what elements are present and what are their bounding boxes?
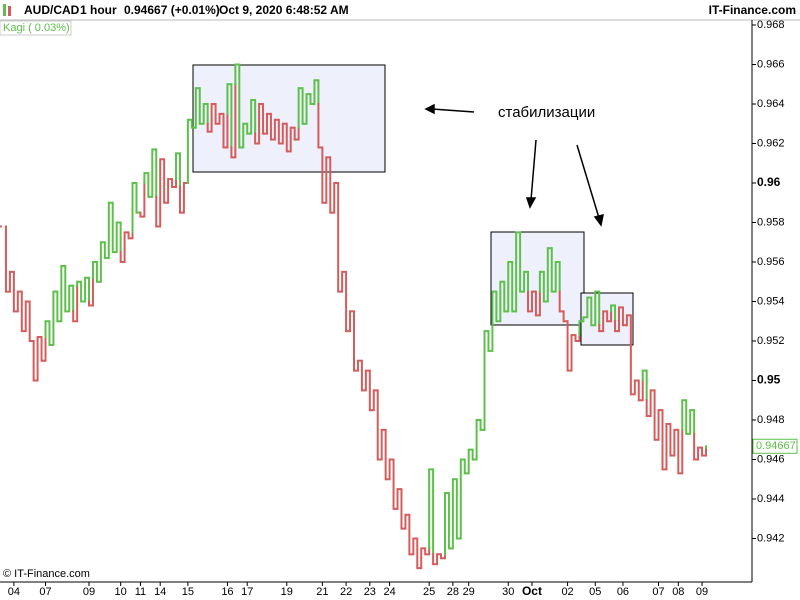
kagi-line [0, 63, 707, 570]
x-tick-label: 24 [383, 586, 395, 598]
x-tick-label: 17 [241, 586, 253, 598]
arrow [576, 144, 600, 219]
x-tick-label: Oct [522, 584, 542, 598]
y-tick-label: 0.964 [757, 98, 785, 110]
y-tick-label: 0.968 [757, 19, 785, 31]
interval: 1 hour [80, 3, 117, 17]
arrow [431, 108, 475, 113]
y-tick-label: 0.946 [757, 453, 785, 465]
arrow-head [424, 103, 435, 115]
x-tick-label: 08 [672, 586, 684, 598]
y-tick-label: 0.952 [757, 335, 785, 347]
y-tick-label: 0.944 [757, 493, 785, 505]
x-tick-label: 22 [340, 586, 352, 598]
x-tick-label: 16 [221, 586, 233, 598]
x-tick-label: 19 [281, 586, 293, 598]
y-tick-label: 0.956 [757, 256, 785, 268]
x-tick-label: 09 [696, 586, 708, 598]
highlight-box [192, 64, 386, 173]
x-tick-label: 30 [502, 586, 514, 598]
arrows [424, 103, 604, 227]
x-tick-label: 29 [463, 586, 475, 598]
x-tick-label: 06 [617, 586, 629, 598]
y-tick-label: 0.96 [757, 175, 781, 189]
x-tick-label: 25 [423, 586, 435, 598]
indicator-box [0, 20, 72, 36]
x-tick-label: 15 [182, 586, 194, 598]
logo-bar [8, 6, 11, 16]
annotation: стабилизации [498, 104, 595, 121]
x-tick-label: 04 [8, 586, 20, 598]
y-tick-label: 0.954 [757, 295, 785, 307]
x-tick-label: 21 [316, 586, 328, 598]
arrow-head [593, 213, 604, 227]
arrow-head [525, 197, 537, 209]
y-tick-label: 0.958 [757, 216, 785, 228]
x-tick-label: 07 [652, 586, 664, 598]
highlight-box [490, 231, 585, 326]
symbol: AUD/CAD [24, 3, 80, 17]
y-tick-label: 0.962 [757, 137, 785, 149]
logo-bar [3, 4, 6, 16]
x-tick-label: 07 [39, 586, 51, 598]
x-tick-label: 02 [561, 586, 573, 598]
last-price-label: 0.94667 [756, 440, 796, 452]
copyright: © IT-Finance.com [3, 568, 90, 580]
y-tick-label: 0.942 [757, 532, 785, 544]
x-tick-label: 05 [589, 586, 601, 598]
x-tick-label: 23 [364, 586, 376, 598]
x-tick-label: 11 [135, 586, 146, 598]
last-price-box [752, 438, 798, 454]
brand: IT-Finance.com [709, 3, 796, 17]
y-tick-label: 0.95 [757, 373, 781, 387]
arrow [530, 139, 537, 201]
datetime: Oct 9, 2020 6:48:52 AM [219, 3, 349, 17]
x-tick-label: 09 [83, 586, 95, 598]
x-tick-label: 10 [115, 586, 127, 598]
indicator-label: Kagi ( 0.03%) [3, 22, 70, 34]
x-tick-label: 14 [154, 586, 166, 598]
y-tick-label: 0.948 [757, 414, 785, 426]
quote: 0.94667 (+0.01%) [124, 3, 220, 17]
y-tick-label: 0.966 [757, 58, 785, 70]
x-tick-label: 28 [447, 586, 459, 598]
